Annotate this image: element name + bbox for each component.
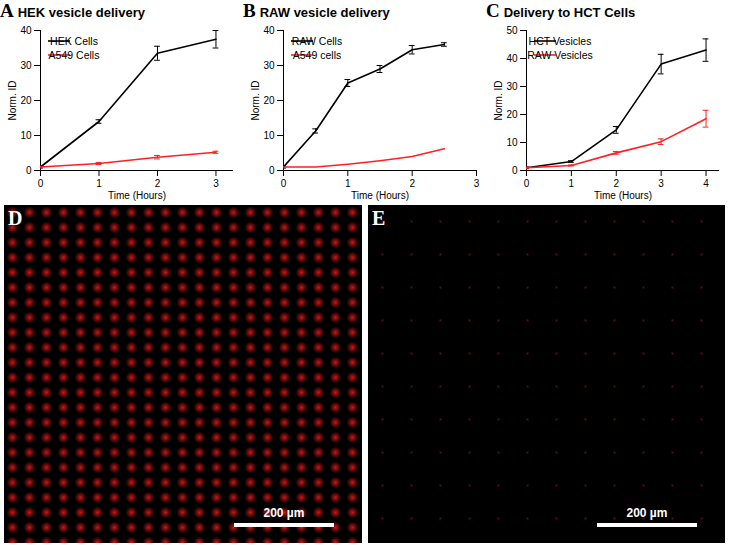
svg-text:10: 10 [20,130,32,141]
svg-text:0: 0 [281,178,287,189]
svg-text:40: 40 [506,53,518,64]
svg-text:200 µm: 200 µm [264,506,305,520]
svg-text:D: D [8,207,22,229]
svg-text:3: 3 [658,178,664,189]
svg-text:1: 1 [96,178,102,189]
svg-text:30: 30 [20,60,32,71]
html-text:B RAW vesicle delivery: B RAW vesicle delivery [243,0,390,21]
svg-text:1: 1 [345,178,351,189]
svg-text:4: 4 [703,178,709,189]
svg-text:A549 cells: A549 cells [293,49,341,61]
svg-text:Norm. ID: Norm. ID [493,81,504,121]
svg-text:40: 40 [20,25,32,36]
svg-text:HCT Vesicles: HCT Vesicles [529,35,592,47]
svg-text:50: 50 [506,25,518,36]
svg-text:E: E [372,207,385,229]
svg-text:40: 40 [263,25,275,36]
svg-text:20: 20 [20,95,32,106]
svg-text:30: 30 [263,60,275,71]
svg-text:0: 0 [512,165,518,176]
svg-text:3: 3 [474,178,480,189]
svg-text:20: 20 [506,109,518,120]
svg-text:Time (Hours): Time (Hours) [594,190,652,201]
svg-text:10: 10 [263,130,275,141]
html-text:A HEK vesicle delivery: A HEK vesicle delivery [0,0,145,21]
svg-text:30: 30 [506,81,518,92]
svg-text:2: 2 [155,178,161,189]
svg-text:Norm. ID: Norm. ID [7,81,18,121]
svg-text:2: 2 [613,178,619,189]
svg-text:3: 3 [213,178,219,189]
svg-text:RAW Vesicles: RAW Vesicles [527,49,593,61]
html-text:C Delivery to HCT Cells: C Delivery to HCT Cells [486,0,636,21]
svg-text:10: 10 [506,137,518,148]
svg-text:0: 0 [524,178,530,189]
svg-text:1: 1 [569,178,575,189]
svg-text:20: 20 [263,95,275,106]
svg-text:0: 0 [26,165,32,176]
svg-text:Norm. ID: Norm. ID [250,81,261,121]
svg-text:0: 0 [38,178,44,189]
svg-text:0: 0 [269,165,275,176]
svg-text:RAW Cells: RAW Cells [292,35,342,47]
svg-text:200 µm: 200 µm [627,506,668,520]
svg-text:HEK Cells: HEK Cells [50,35,98,47]
svg-text:Time (Hours): Time (Hours) [351,190,409,201]
svg-text:Time (Hours): Time (Hours) [108,190,166,201]
svg-text:A549 Cells: A549 Cells [49,49,100,61]
svg-text:2: 2 [409,178,415,189]
